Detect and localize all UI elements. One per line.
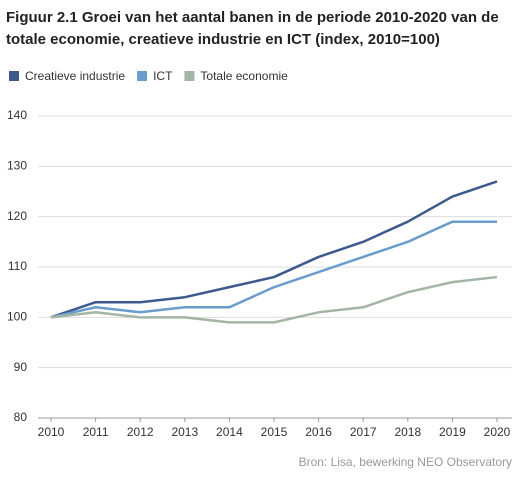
source: Bron: Lisa, bewerking NEO Observatory [299, 455, 512, 469]
legend-label: Totale economie [200, 69, 288, 83]
legend-swatch [9, 71, 19, 81]
x-tick-label: 2012 [127, 425, 154, 439]
x-tick-label: 2020 [484, 425, 511, 439]
y-tick-label: 80 [14, 410, 28, 424]
y-tick-label: 120 [7, 209, 27, 223]
series-line [50, 275, 498, 324]
legend-label: Creatieve industrie [25, 69, 125, 83]
x-tick-label: 2019 [439, 425, 466, 439]
y-tick-label: 110 [8, 259, 27, 273]
x-tick-label: 2017 [350, 425, 377, 439]
series-line [50, 220, 497, 319]
chart-title: Figuur 2.1 Groei van het aantal banen in… [6, 9, 499, 26]
y-tick-label: 140 [7, 108, 27, 122]
y-tick-label: 130 [7, 159, 27, 173]
x-tick-label: 2010 [38, 425, 65, 439]
x-tick-label: 2018 [394, 425, 421, 439]
chart-subtitle: totale economie, creatieve industrie en … [6, 31, 440, 48]
x-tick-label: 2014 [216, 425, 243, 439]
legend-label: ICT [153, 69, 173, 83]
legend-swatch [137, 71, 148, 81]
legend-swatch [184, 71, 195, 81]
series-line [50, 180, 498, 319]
y-tick-label: 90 [14, 360, 28, 374]
x-tick-label: 2016 [305, 425, 332, 439]
x-tick-label: 2013 [171, 425, 198, 439]
x-tick-label: 2011 [83, 425, 109, 439]
x-tick-label: 2015 [261, 425, 288, 439]
y-tick-label: 100 [7, 310, 27, 324]
